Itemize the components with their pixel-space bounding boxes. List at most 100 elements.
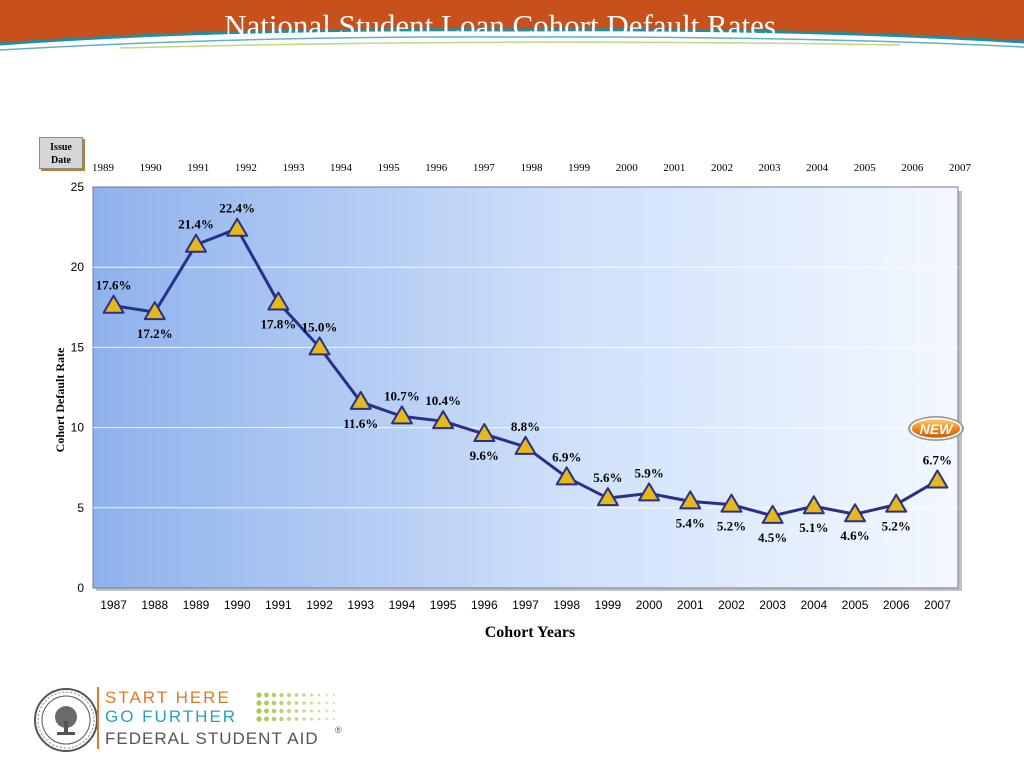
logo-dot — [279, 708, 284, 714]
logo-dot — [294, 717, 299, 721]
data-marker — [679, 490, 702, 510]
x-tick-label: 1995 — [430, 598, 457, 612]
data-markers — [102, 217, 949, 524]
department-of-education-seal — [34, 688, 98, 752]
data-marker — [638, 482, 661, 502]
issue-date-tick: 2000 — [616, 162, 639, 174]
logo-dot — [256, 716, 262, 722]
x-tick-label: 2003 — [759, 598, 786, 612]
y-axis-label: Cohort Default Rate — [53, 347, 67, 452]
logo-dot — [256, 708, 262, 714]
logo-dot — [264, 716, 269, 722]
data-label: 4.5% — [758, 530, 787, 545]
issue-date-tick: 2002 — [711, 162, 733, 174]
new-badge-label: NEW — [920, 421, 954, 437]
logo-divider — [97, 687, 99, 749]
issue-date-tick: 2005 — [854, 162, 877, 174]
issue-date-tick: 2003 — [759, 162, 782, 174]
x-tick-label: 1989 — [183, 598, 210, 612]
data-marker — [844, 503, 867, 523]
issue-date-tick: 1998 — [521, 162, 544, 174]
issue-date-tick: 1990 — [140, 162, 163, 174]
data-label: 6.7% — [923, 453, 952, 468]
data-labels: 17.6% 17.2% 21.4% 22.4% 17.8% 15.0% 11.6% 10.7%… — [96, 201, 952, 545]
logo-dot — [332, 709, 336, 713]
x-tick-label: 2002 — [718, 598, 745, 612]
page-title: National Student Loan Cohort Default Rat… — [224, 8, 776, 43]
data-marker — [390, 405, 413, 425]
x-tick-label: 1993 — [347, 598, 374, 612]
logo-dot — [325, 701, 328, 705]
issue-date-row: 1989 1990 1991 1992 1993 1994 1995 1996 1997 1998… — [92, 162, 972, 174]
data-label: 21.4% — [178, 217, 214, 232]
logo-line-go-further: GO FURTHER — [105, 707, 238, 726]
x-tick-label: 1998 — [553, 598, 580, 612]
x-tick-label: 1994 — [389, 598, 416, 612]
issue-label-line1: Issue — [50, 142, 72, 153]
logo-dot — [332, 693, 336, 697]
logo-dot — [287, 701, 291, 705]
logo-dot-pattern — [256, 692, 336, 722]
issue-date-tick: 2004 — [806, 162, 829, 174]
logo-dot — [279, 716, 284, 722]
logo-dot — [332, 717, 336, 721]
y-tick-label: 20 — [71, 260, 85, 274]
federal-student-aid-logo: START HERE GO FURTHER FEDERAL STUDENT AI… — [33, 685, 363, 755]
logo-dot — [264, 700, 269, 706]
logo-dot — [325, 709, 328, 713]
data-label: 5.4% — [676, 515, 705, 530]
x-tick-label: 1997 — [512, 598, 539, 612]
y-tick-label: 5 — [77, 501, 84, 515]
data-marker — [761, 504, 784, 524]
data-label: 5.2% — [717, 519, 746, 534]
data-label: 17.2% — [137, 326, 173, 341]
x-tick-label: 1988 — [141, 598, 168, 612]
x-tick-label: 1987 — [100, 598, 127, 612]
logo-dot — [271, 716, 277, 722]
logo-dot — [287, 709, 291, 713]
data-marker — [102, 294, 125, 314]
logo-dot — [271, 692, 277, 698]
issue-date-tick: 1995 — [378, 162, 401, 174]
logo-dot — [309, 693, 314, 697]
logo-dot — [287, 693, 291, 697]
data-marker — [349, 390, 372, 410]
logo-dot — [309, 701, 314, 705]
x-tick-label: 2005 — [842, 598, 869, 612]
logo-dot — [317, 693, 321, 697]
logo-dot — [309, 709, 314, 713]
data-label: 17.8% — [260, 316, 296, 331]
x-tick-label: 2001 — [677, 598, 704, 612]
data-label: 5.2% — [882, 519, 911, 534]
logo-dot — [287, 717, 291, 721]
data-marker — [432, 410, 455, 430]
data-marker — [143, 301, 166, 321]
issue-label-line2: Date — [51, 155, 71, 166]
logo-dot — [317, 709, 321, 713]
issue-date-tick: 2001 — [663, 162, 685, 174]
y-tick-label: 15 — [71, 340, 85, 354]
data-label: 9.6% — [470, 448, 499, 463]
x-tick-label: 1992 — [306, 598, 333, 612]
x-tick-label: 1991 — [265, 598, 292, 612]
issue-date-tick: 1989 — [92, 162, 115, 174]
logo-registered-mark: ® — [335, 725, 342, 735]
data-marker — [720, 493, 743, 513]
logo-dot — [332, 701, 336, 705]
data-label: 11.6% — [343, 416, 378, 431]
issue-date-tick: 2007 — [949, 162, 972, 174]
x-tick-label: 2007 — [924, 598, 951, 612]
x-axis-label: Cohort Years — [485, 624, 576, 641]
data-marker — [926, 469, 949, 489]
x-tick-label: 1990 — [224, 598, 251, 612]
logo-dot — [309, 717, 314, 721]
x-tick-label: 2000 — [636, 598, 663, 612]
data-marker — [555, 466, 578, 486]
x-tick-label: 1996 — [471, 598, 498, 612]
data-marker — [184, 233, 207, 253]
y-tick-label: 0 — [77, 581, 84, 595]
issue-date-tick: 1999 — [568, 162, 591, 174]
data-label: 10.4% — [425, 393, 461, 408]
logo-dot — [317, 717, 321, 721]
